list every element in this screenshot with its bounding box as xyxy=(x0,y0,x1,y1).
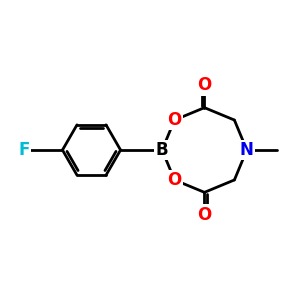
Text: O: O xyxy=(197,206,212,224)
Text: O: O xyxy=(197,76,212,94)
Text: O: O xyxy=(167,111,182,129)
Text: B: B xyxy=(156,141,168,159)
Text: F: F xyxy=(18,141,29,159)
Text: O: O xyxy=(167,171,182,189)
Text: N: N xyxy=(240,141,254,159)
